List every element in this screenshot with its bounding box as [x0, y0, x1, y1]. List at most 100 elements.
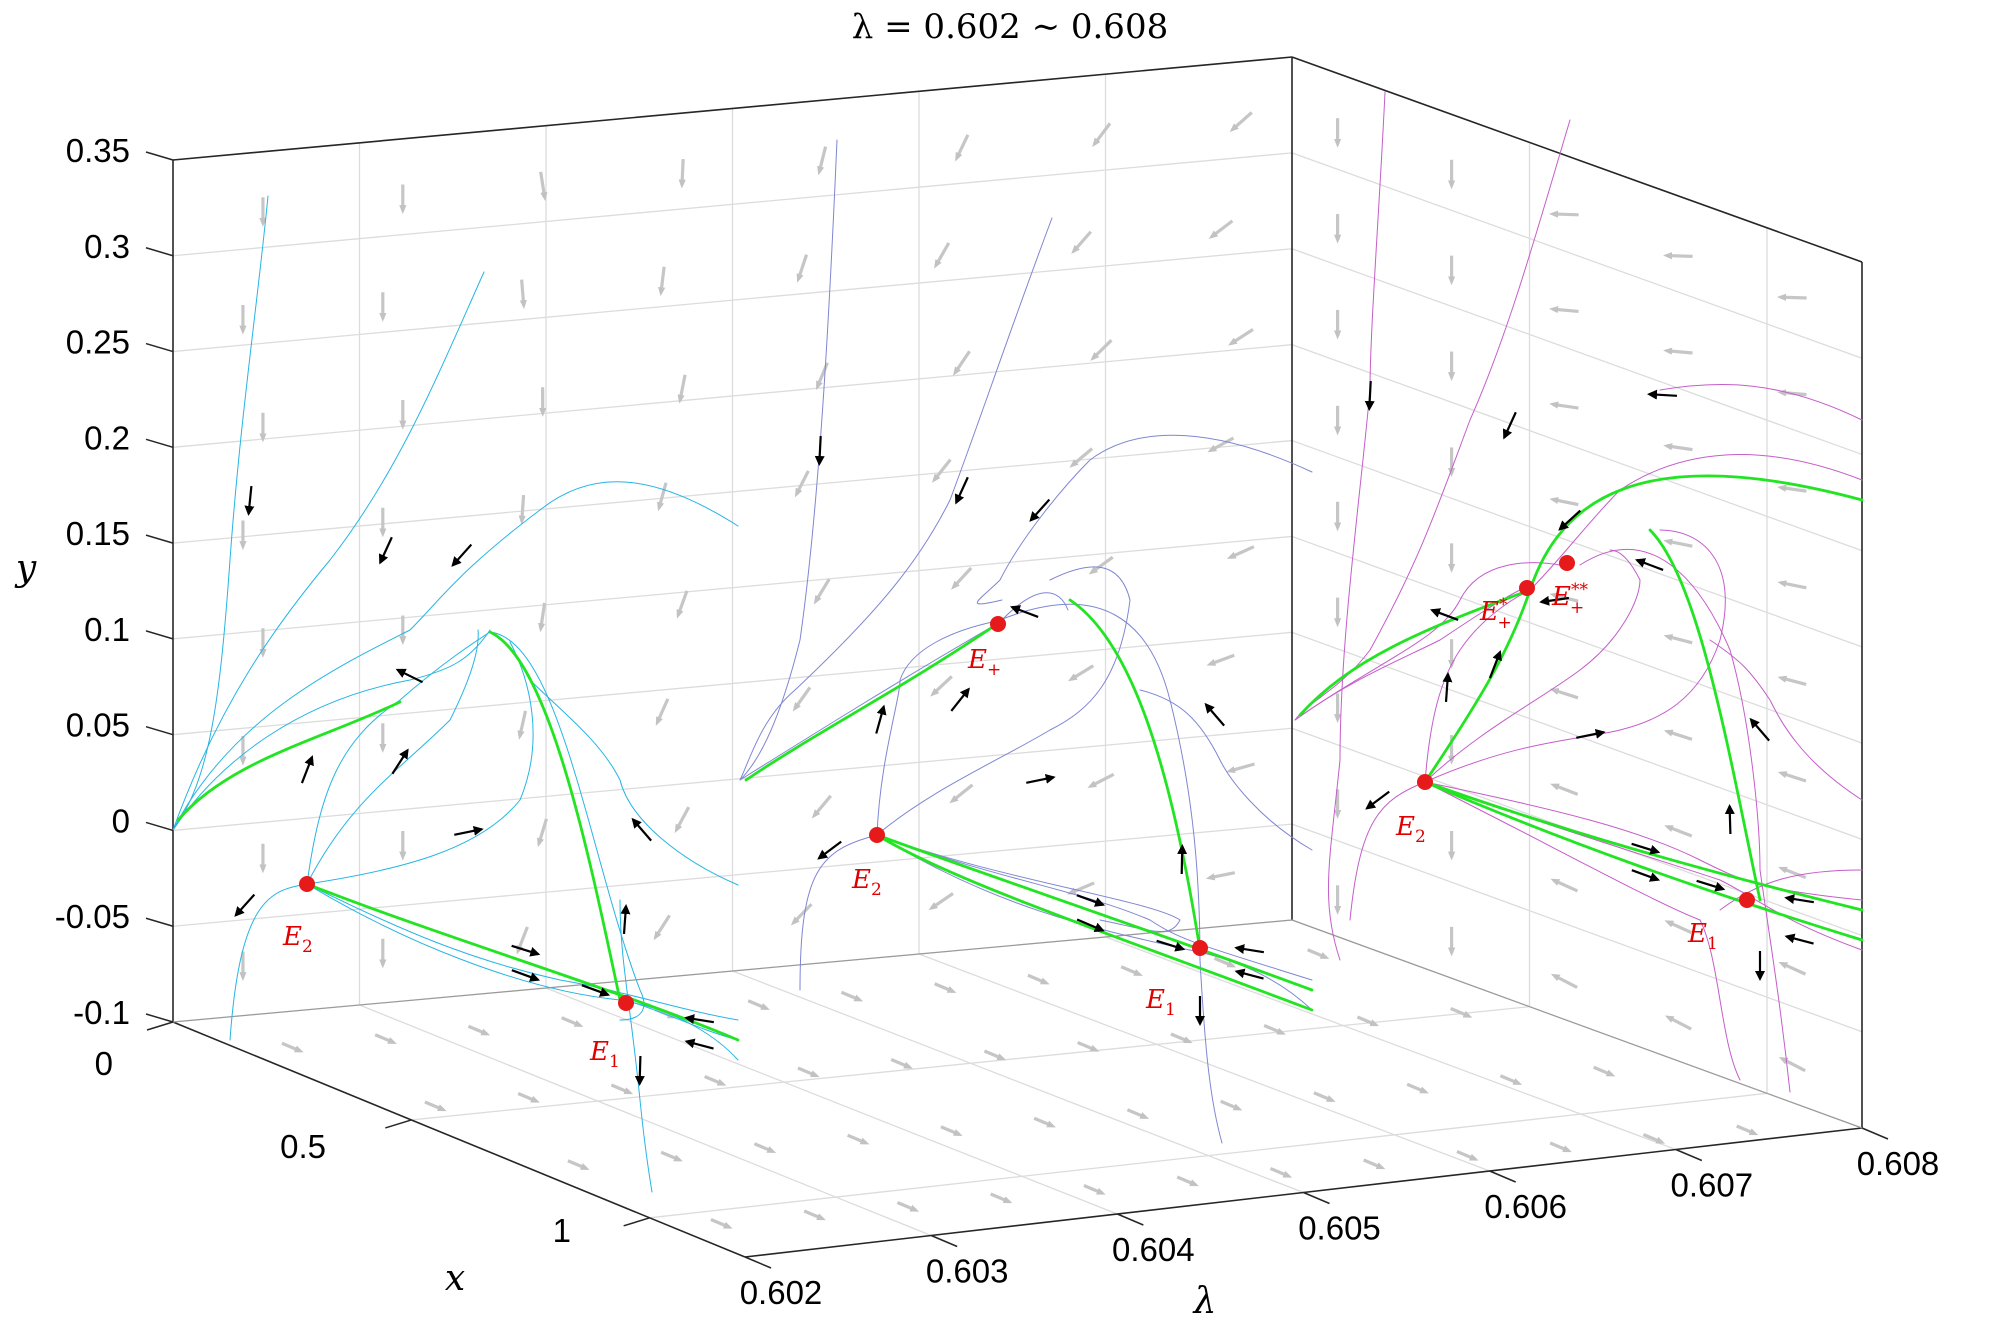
lambda-tick-mark [1117, 1213, 1144, 1226]
trajectory-arrow [1204, 702, 1225, 727]
equilibrium-label-sub: 1 [1165, 1000, 1176, 1020]
vector-arrow [1176, 1175, 1199, 1187]
trajectory-arrow [391, 748, 409, 775]
vector-arrow [561, 1016, 584, 1027]
vector-arrow [1090, 339, 1113, 361]
vector-arrow [1087, 772, 1115, 788]
trajectory-arrow [1539, 595, 1570, 606]
vector-arrow [1549, 210, 1579, 218]
vector-arrow [676, 590, 689, 619]
equilibrium-label-sub: 1 [1707, 934, 1718, 954]
trajectory-arrow [1010, 605, 1039, 618]
lambda-tick-mark [1861, 1127, 1889, 1140]
x-tick-mark [146, 1021, 174, 1031]
panel-2-separatrix [744, 620, 1002, 782]
vector-arrow [1499, 1074, 1523, 1085]
grid-line-floor-lambda [1105, 936, 1677, 1151]
equilibrium-point [618, 995, 634, 1011]
vector-arrow [1263, 1024, 1286, 1035]
lambda-tick-mark [1675, 1148, 1703, 1162]
vector-arrow [1550, 973, 1578, 989]
y-axis-label: y [14, 548, 37, 589]
vector-arrow [1071, 230, 1092, 255]
vector-arrow [1549, 688, 1579, 700]
vector-arrow [794, 470, 810, 498]
vector-arrow [1664, 1015, 1692, 1031]
lambda-tick-label: 0.602 [740, 1274, 823, 1311]
vector-arrow [1549, 1141, 1572, 1153]
vector-arrow [1033, 1116, 1056, 1128]
equilibrium-label-sub: + [1570, 598, 1584, 618]
vector-arrow [1066, 881, 1095, 895]
vector-arrow [847, 1133, 870, 1145]
vector-arrow [1664, 825, 1693, 838]
vector-arrow [660, 1150, 683, 1162]
trajectory-arrow [1696, 879, 1726, 892]
equilibrium-label: E* + [1479, 595, 1512, 633]
vector-arrow [1593, 1065, 1616, 1077]
panel-3-separatrix [1528, 474, 1864, 592]
trajectory-arrow [1234, 968, 1264, 980]
axis-ticks: 0.35 0.3 0.25 0.2 0.15 0.1 0.05 0 -0.05 -0.1 0 0.5 1… [55, 132, 1940, 1311]
equilibrium-point [299, 876, 315, 892]
y-tick-mark [145, 247, 174, 257]
vector-arrow [753, 1142, 777, 1153]
y-tick-label: 0.15 [66, 515, 130, 552]
trajectory-arrow [1784, 894, 1814, 904]
vector-arrow [424, 1100, 447, 1112]
trajectory-arrow [1430, 608, 1459, 621]
chart-title: λ = 0.602 ∼ 0.608 [852, 7, 1168, 47]
vector-arrow [1068, 664, 1095, 682]
vector-arrow [516, 926, 529, 955]
vector-arrow [1778, 1057, 1806, 1073]
grid-line-y-right [1291, 248, 1863, 456]
grid-line-floor-lambda [359, 1004, 932, 1237]
trajectory-arrow [1784, 933, 1814, 945]
trajectory-arrow [814, 435, 825, 466]
trajectory-arrow [234, 893, 256, 917]
vector-arrow [932, 458, 952, 483]
x-tick-label: 0.5 [280, 1128, 326, 1165]
lambda-tick-mark [1303, 1191, 1330, 1205]
vector-arrow [953, 350, 971, 376]
vector-arrow [1663, 729, 1693, 741]
vector-arrow [1778, 961, 1807, 976]
grid-line-floor-lambda [545, 987, 1118, 1215]
equilibrium-label: E1 [1145, 985, 1176, 1020]
grid-line-y-right [1291, 631, 1863, 840]
vector-arrow [537, 818, 548, 848]
grid-line-y-right [1291, 823, 1863, 1033]
equilibrium-label: E** + [1551, 580, 1588, 618]
vector-arrow [815, 362, 829, 391]
right-top-edge [1291, 56, 1863, 263]
equilibrium-label: E2 [851, 865, 882, 900]
panel-3-separatrix [1298, 588, 1532, 717]
y-tick-label: 0.3 [84, 228, 130, 265]
vector-arrow [1229, 111, 1253, 133]
trajectory-arrow [684, 1038, 714, 1050]
trajectory-arrow [620, 904, 631, 935]
equilibrium-point [1417, 774, 1433, 790]
vector-arrow [1120, 965, 1143, 976]
panel-3-separatrix [1648, 528, 1762, 902]
vector-arrow [930, 675, 953, 697]
vector-arrow [1226, 545, 1255, 559]
vector-arrow [840, 990, 864, 1002]
equilibrium-label-sub: + [987, 660, 1001, 680]
y-tick-mark [145, 438, 174, 449]
trajectory-arrow [1558, 509, 1582, 531]
lambda-tick-mark [930, 1234, 958, 1248]
vector-arrow [1307, 948, 1330, 959]
vector-arrow [1077, 1041, 1100, 1052]
vector-arrow [1549, 497, 1579, 507]
vector-arrow [1207, 436, 1235, 453]
y-tick-label: -0.1 [73, 994, 130, 1031]
equilibrium-label-sub: 1 [609, 1052, 620, 1072]
vector-arrow [653, 914, 671, 941]
trajectory-arrow [378, 536, 393, 565]
vector-arrow [1777, 389, 1807, 397]
equilibria: E2 E1 E+ E2 E1 E* + E** + E2 E1 [282, 555, 1755, 1072]
vector-arrow [928, 892, 954, 911]
panel-3-separatrix [1423, 780, 1864, 942]
equilibrium-label: E2 [282, 922, 313, 957]
